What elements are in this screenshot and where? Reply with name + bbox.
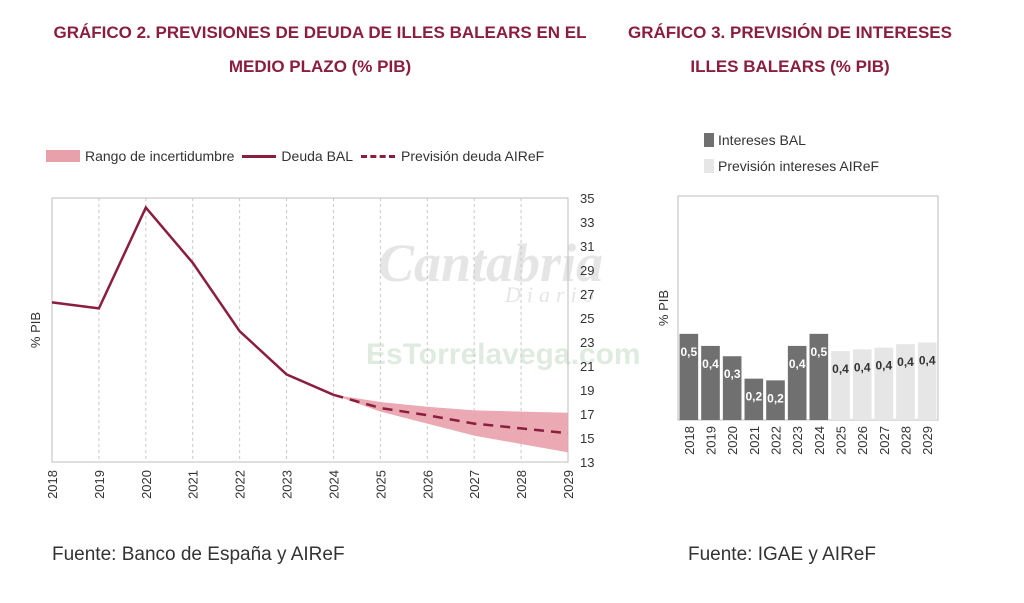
bar-prevision (896, 344, 915, 420)
x-tick-label: 2026 (855, 426, 870, 455)
data-label: 0,4 (854, 360, 871, 374)
data-label: 0,2 (745, 390, 762, 404)
x-tick-label: 2021 (747, 426, 762, 455)
y-tick-label: 23 (580, 335, 594, 350)
x-tick-label: 2029 (561, 470, 576, 499)
y-tick-label: 13 (580, 455, 594, 470)
data-label: 0,4 (919, 353, 936, 367)
x-tick-label: 2025 (834, 426, 849, 455)
bar-prevision (852, 349, 872, 420)
plot-frame (677, 195, 939, 421)
chart3-source: Fuente: IGAE y AIReF (688, 544, 876, 565)
y-tick-label: 27 (580, 287, 594, 302)
chart2-source: Fuente: Banco de España y AIReF (52, 544, 345, 565)
legend-debt-label: Deuda BAL (281, 148, 354, 164)
band-swatch (46, 150, 80, 162)
chart3-legend-item-1: Intereses BAL (704, 132, 806, 148)
chart3-title: GRÁFICO 3. PREVISIÓN DE INTERESES ILLES … (610, 16, 970, 84)
bar-intereses (787, 345, 807, 420)
bar-intereses (744, 378, 764, 420)
x-tick-label: 2022 (769, 426, 784, 455)
x-tick-label: 2023 (280, 470, 295, 499)
interest-chart: % PIB 0,5 2018 0,4 2019 0,3 2020 0,2 2021 0,2 2022… (656, 195, 939, 455)
data-label: 0,3 (724, 367, 741, 381)
chart2-title: GRÁFICO 2. PREVISIONES DE DEUDA DE ILLES… (40, 16, 600, 84)
x-tick-label: 2029 (920, 426, 935, 455)
chart2-title-line1: GRÁFICO 2. PREVISIONES DE DEUDA DE ILLES… (53, 23, 587, 42)
debt-chart: 2018 2019 2020 2021 2022 2023 2024 2025 2026 2027… (28, 191, 594, 499)
x-tick-label: 2018 (45, 470, 60, 499)
chart2-legend: Rango de incertidumbre Deuda BAL Previsi… (46, 148, 544, 164)
y-tick-label: 33 (580, 215, 594, 230)
bar-intereses (701, 345, 720, 420)
plot-frame (51, 197, 569, 463)
x-tick-label: 2019 (92, 470, 107, 499)
y-tick-label: 17 (580, 407, 594, 422)
dashed-line-swatch (361, 154, 396, 158)
legend-prevision-label: Previsión intereses AIReF (718, 158, 880, 174)
data-label: 0,5 (680, 345, 697, 359)
bar-intereses (679, 333, 699, 420)
light-bar-swatch (704, 159, 714, 173)
data-label: 0,4 (897, 355, 914, 369)
y-tick-label: 21 (580, 359, 594, 374)
data-label: 0,4 (789, 357, 806, 371)
y-tick-label: 25 (580, 311, 594, 326)
y-axis-label: % PIB (656, 290, 671, 326)
y-tick-label: 29 (580, 263, 594, 278)
x-tick-label: 2020 (139, 470, 154, 499)
y-tick-label: 15 (580, 431, 594, 446)
chart3-title-line1: GRÁFICO 3. PREVISIÓN DE INTERESES (627, 23, 952, 42)
data-label: 0,4 (832, 362, 849, 376)
watermark-cantabria: Cantabria (378, 233, 604, 293)
data-label: 0,5 (810, 345, 827, 359)
watermark-diario: Diario (505, 282, 600, 307)
bar-prevision (874, 347, 894, 420)
x-tick-label: 2027 (877, 426, 892, 455)
y-axis-label: % PIB (28, 312, 43, 348)
y-tick-label: 35 (580, 191, 594, 206)
dark-bar-swatch (704, 133, 714, 147)
legend-band-label: Rango de incertidumbre (85, 148, 235, 164)
line-swatch (242, 154, 277, 158)
data-label: 0,4 (702, 357, 719, 371)
x-tick-label: 2023 (790, 426, 805, 455)
watermark-estorrelavega: EsTorrelavega.com (366, 338, 641, 371)
legend-forecast-label: Previsión deuda AIReF (401, 148, 545, 164)
x-tick-label: 2027 (467, 470, 482, 499)
x-tick-label: 2025 (373, 470, 388, 499)
x-tick-label: 2028 (899, 426, 914, 455)
legend-intereses-label: Intereses BAL (718, 132, 806, 148)
x-tick-label: 2024 (812, 426, 827, 455)
chart3-legend-item-2: Previsión intereses AIReF (704, 158, 879, 174)
chart3-title-line2: ILLES BALEARS (% PIB) (690, 57, 890, 76)
debt-line (51, 205, 334, 396)
x-tick-label: 2022 (233, 470, 248, 499)
x-tick-label: 2019 (704, 426, 719, 455)
chart2-title-line2: MEDIO PLAZO (% PIB) (228, 57, 412, 76)
bar-intereses (809, 333, 829, 420)
bar-prevision (831, 351, 850, 420)
bar-prevision (917, 342, 937, 420)
y-tick-label: 19 (580, 383, 594, 398)
x-tick-label: 2020 (725, 426, 740, 455)
x-tick-label: 2021 (186, 470, 201, 499)
x-tick-label: 2028 (514, 470, 529, 499)
forecast-line (333, 393, 569, 435)
data-label: 0,2 (767, 391, 784, 405)
bar-intereses (766, 380, 785, 420)
y-tick-label: 31 (580, 239, 594, 254)
x-tick-label: 2018 (682, 426, 697, 455)
data-label: 0,4 (875, 359, 892, 373)
x-tick-label: 2026 (420, 470, 435, 499)
x-tick-label: 2024 (326, 470, 341, 499)
bar-intereses (722, 356, 742, 420)
